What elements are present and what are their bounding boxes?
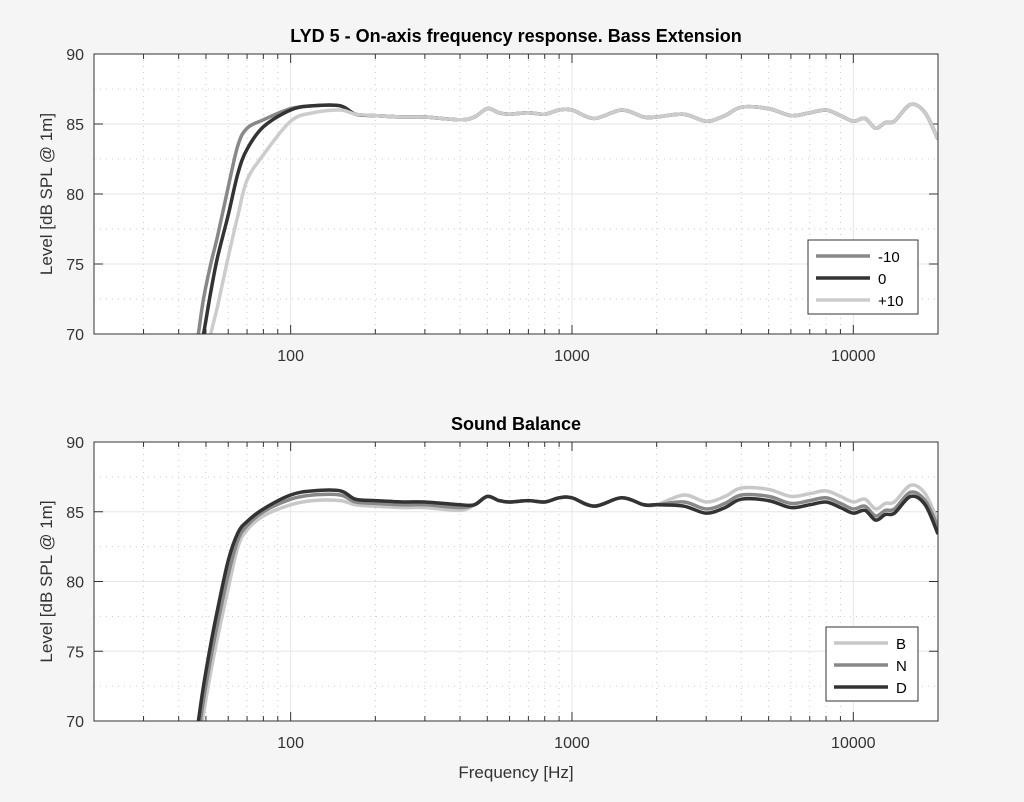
x-tick-label: 100 [277, 735, 304, 752]
y-tick-label: 85 [66, 505, 84, 522]
legend: BND [825, 626, 919, 702]
y-tick-label: 70 [66, 714, 84, 731]
legend-label: 0 [878, 271, 886, 288]
axes-box [93, 441, 939, 722]
y-tick-label: 70 [66, 327, 84, 344]
x-axis-label: Frequency [Hz] [458, 763, 573, 782]
series-line-+10 [208, 102, 938, 334]
y-tick-label: 90 [66, 435, 84, 452]
y-tick-label: 90 [66, 47, 84, 64]
y-axis-label: Level [dB SPL @ 1m] [37, 500, 56, 662]
legend-label: +10 [878, 293, 903, 310]
plot-2: 100 1000 10000 70 75 80 85 90 Sound Balance Level… [37, 414, 939, 782]
x-tick-label: 10000 [831, 735, 876, 752]
x-tick-label: 1000 [554, 348, 590, 365]
series-line-D [196, 488, 938, 721]
y-tick-label: 75 [66, 644, 84, 661]
y-tick-label: 80 [66, 187, 84, 204]
legend: -10 0 +10 [807, 239, 919, 315]
plot-1: 100 1000 10000 70 75 80 85 90 LYD 5 - On-axis fr… [37, 26, 939, 365]
y-tick-label: 85 [66, 117, 84, 134]
y-tick-label: 75 [66, 257, 84, 274]
y-axis-label: Level [dB SPL @ 1m] [37, 113, 56, 275]
x-tick-label: 10000 [831, 348, 876, 365]
legend-label: -10 [878, 249, 900, 266]
legend-label: N [896, 658, 907, 675]
legend-label: D [896, 680, 907, 697]
axes-box [93, 53, 939, 335]
x-tick-label: 1000 [554, 735, 590, 752]
legend-label: B [896, 636, 906, 653]
chart-title: LYD 5 - On-axis frequency response. Bass… [290, 26, 742, 46]
x-tick-label: 100 [277, 348, 304, 365]
y-tick-label: 80 [66, 575, 84, 592]
chart-title: Sound Balance [451, 414, 581, 434]
